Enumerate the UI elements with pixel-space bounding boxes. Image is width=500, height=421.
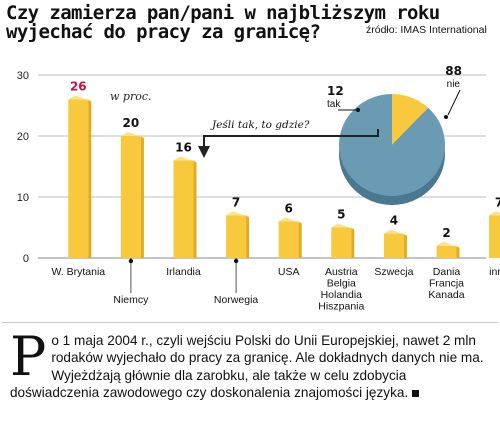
bar-top (436, 241, 460, 248)
bar-top (383, 229, 407, 236)
value-label: 4 (390, 214, 398, 228)
bar-side (456, 245, 460, 258)
y-tick-label: 0 (23, 253, 29, 265)
category-label: Hiszpania (318, 301, 364, 313)
category-label: W. Brytania (51, 266, 105, 278)
category-label: Austria (325, 266, 358, 278)
paragraph-text: o 1 maja 2004 r., czyli wejściu Polski d… (10, 333, 484, 400)
value-label: 16 (175, 140, 192, 154)
callout: Jeśli tak, to gdzie? (198, 115, 379, 158)
bar-side (140, 136, 144, 258)
pie-slice (392, 94, 429, 145)
bar (383, 233, 404, 258)
bar-side (351, 227, 355, 258)
y-tick-label: 10 (17, 192, 29, 204)
bar-side (246, 215, 250, 258)
bar-side (193, 160, 197, 258)
callout-arrowhead (198, 146, 210, 158)
value-label: 26 (70, 79, 87, 93)
value-label: 7 (495, 195, 500, 209)
bar (226, 215, 247, 258)
callout-box (208, 115, 312, 133)
value-label: 2 (442, 226, 450, 240)
bar-side (298, 221, 302, 258)
chart-title: Czy zamierza pan/pani w najbliższym roku… (6, 2, 440, 43)
end-mark (412, 389, 420, 397)
pie-value-label: 88 (445, 64, 462, 78)
category-label: Norwegia (214, 294, 259, 306)
category-label: USA (278, 266, 300, 278)
pie-value-label: 12 (327, 84, 344, 98)
pie-leader (447, 89, 461, 116)
bar-top (331, 223, 355, 230)
category-label: Irlandia (166, 266, 201, 278)
bar (68, 99, 89, 259)
bars (68, 95, 500, 259)
pie-leader-dot (356, 108, 360, 112)
bar (120, 136, 141, 258)
bar-side (403, 233, 407, 258)
pie-slice-label: nie (447, 79, 461, 90)
y-tick-label: 20 (17, 131, 29, 143)
bar (489, 215, 500, 258)
unit-label: w proc. (110, 90, 152, 103)
category-label: Niemcy (113, 294, 149, 306)
value-label: 6 (285, 201, 293, 215)
category-label: Kanada (428, 289, 464, 301)
category-label: Dania (433, 266, 461, 278)
bar-top (120, 132, 144, 138)
bar-chart: 0 10 20 30 w proc. 26 20 16 7 6 5 4 2 7 W. Brytania… (17, 64, 500, 313)
y-tick-label: 30 (17, 70, 29, 82)
label-dot (233, 258, 239, 264)
bar (173, 160, 194, 258)
value-label: 7 (232, 195, 240, 209)
category-label: Holandia (321, 289, 363, 301)
drop-cap: P (10, 325, 47, 388)
pie-slice (338, 94, 445, 196)
category-label: Szwecja (374, 266, 413, 278)
value-labels: 26 20 16 7 6 5 4 2 7 (70, 79, 500, 239)
category-labels: W. Brytania Niemcy Irlandia Norwegia USA Aust… (51, 258, 500, 313)
callout-text: Jeśli tak, to gdzie? (210, 119, 310, 131)
y-axis-ticks: 0 10 20 30 (17, 70, 29, 265)
bar-top (68, 95, 92, 102)
bar-top (278, 217, 302, 224)
bar (278, 221, 299, 258)
pie-leader-dot (444, 115, 448, 119)
bar-top (173, 156, 197, 163)
bar-side (88, 99, 92, 259)
label-dot (128, 258, 134, 264)
category-label: Belgia (327, 278, 356, 290)
pie-slice-label: tak (327, 99, 341, 110)
category-label: inne (489, 266, 500, 278)
source-note: źródło: IMAS International (366, 24, 487, 36)
value-label: 20 (123, 116, 140, 130)
bar-top (226, 211, 250, 218)
divider (2, 322, 498, 323)
value-label: 5 (337, 208, 345, 222)
bar (331, 227, 352, 258)
category-label: Francja (429, 278, 464, 290)
callout-arrow-line (203, 129, 379, 148)
bar (436, 245, 457, 258)
bar-top (489, 211, 500, 216)
